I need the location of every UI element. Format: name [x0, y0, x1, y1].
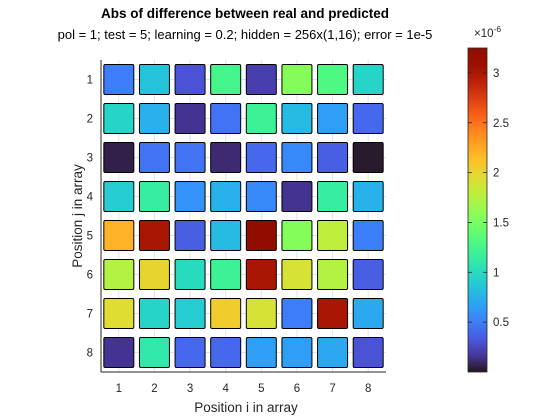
heatmap-cell-i5-j8 [245, 337, 277, 368]
y-tick-label: 8 [87, 348, 93, 360]
x-axis-label: Position i in array [194, 400, 298, 415]
heatmap-cell-i2-j6 [138, 259, 170, 290]
heatmap-cell-i6-j8 [281, 337, 313, 368]
heatmap-cell-i8-j3 [352, 142, 384, 173]
heatmap-cell-i5-j4 [245, 181, 277, 212]
heatmap-cell-i4-j2 [210, 103, 242, 134]
colorbar-tick-label: 1 [493, 267, 499, 279]
x-tick-label: 3 [187, 383, 193, 395]
heatmap-cell-i5-j3 [245, 142, 277, 173]
heatmap-cell-i2-j1 [138, 64, 170, 95]
heatmap-cell-i2-j5 [138, 220, 170, 251]
y-tick-label: 6 [87, 270, 93, 282]
heatmap-cell-i2-j2 [138, 103, 170, 134]
x-tick-label: 8 [365, 383, 371, 395]
y-tick-labels: 1 2 3 4 5 6 7 8 [87, 75, 94, 360]
heatmap-cell-i3-j7 [174, 298, 206, 329]
colorbar-exponent-label: ×10-6 [474, 24, 501, 40]
y-tick-label: 2 [87, 114, 93, 126]
heatmap-cell-i8-j7 [352, 298, 384, 329]
heatmap-cell-i6-j5 [281, 220, 313, 251]
colorbar-tick-label: 2 [493, 168, 499, 180]
y-tick-label: 3 [87, 153, 93, 165]
heatmap-cell-i1-j4 [103, 181, 135, 212]
heatmap-cell-i6-j2 [281, 103, 313, 134]
heatmap-cell-i3-j4 [174, 181, 206, 212]
colorbar-tick-label: 1.5 [493, 217, 509, 229]
colorbar-tick-label: 2.5 [493, 118, 509, 130]
y-tick-label: 5 [87, 231, 93, 243]
heatmap-cell-i4-j3 [210, 142, 242, 173]
colorbar: 0.5 1 1.5 2 2.5 3 [467, 47, 509, 373]
heatmap-cell-i3-j5 [174, 220, 206, 251]
heatmap-cell-i2-j8 [138, 337, 170, 368]
x-tick-label: 4 [222, 383, 229, 395]
heatmap-cell-i6-j6 [281, 259, 313, 290]
x-tick-labels: 1 2 3 4 5 6 7 8 [116, 383, 372, 395]
heatmap-cell-i6-j7 [281, 298, 313, 329]
heatmap-cell-i8-j8 [352, 337, 384, 368]
heatmap-cell-i1-j2 [103, 103, 135, 134]
y-tick-label: 7 [87, 309, 93, 321]
colorbar-tick-label: 3 [493, 68, 499, 80]
heatmap-cell-i8-j2 [352, 103, 384, 134]
heatmap-cell-i3-j6 [174, 259, 206, 290]
colorbar-gradient [467, 47, 488, 373]
colorbar-tick-label: 0.5 [493, 317, 509, 329]
heatmap-cell-i4-j5 [210, 220, 242, 251]
heatmap-cell-i5-j1 [245, 64, 277, 95]
heatmap-cell-i1-j7 [103, 298, 135, 329]
x-tick-label: 7 [329, 383, 335, 395]
heatmap-cell-i4-j8 [210, 337, 242, 368]
heatmap-cell-i4-j6 [210, 259, 242, 290]
heatmap-cell-i7-j3 [317, 142, 349, 173]
heatmap-cell-i6-j4 [281, 181, 313, 212]
heatmap-cell-i8-j5 [352, 220, 384, 251]
heatmap-cell-i1-j6 [103, 259, 135, 290]
heatmap-cell-i4-j4 [210, 181, 242, 212]
heatmap-cell-i7-j7 [317, 298, 349, 329]
heatmap-cell-i8-j6 [352, 259, 384, 290]
heatmap-cell-i3-j1 [174, 64, 206, 95]
heatmap-cell-i8-j1 [352, 64, 384, 95]
heatmap-cell-i5-j2 [245, 103, 277, 134]
heatmap-cell-i7-j1 [317, 64, 349, 95]
heatmap-cell-i1-j5 [103, 220, 135, 251]
heatmap-cell-i2-j4 [138, 181, 170, 212]
heatmap-cell-i7-j8 [317, 337, 349, 368]
heatmap-cell-i6-j1 [281, 64, 313, 95]
heatmap-cell-i2-j7 [138, 298, 170, 329]
heatmap-cell-i3-j3 [174, 142, 206, 173]
heatmap-cell-i2-j3 [138, 142, 170, 173]
y-tick-label: 4 [87, 192, 94, 204]
heatmap-cells [103, 64, 384, 368]
x-tick-label: 5 [258, 383, 264, 395]
heatmap-cell-i3-j2 [174, 103, 206, 134]
heatmap-cell-i7-j5 [317, 220, 349, 251]
heatmap-cell-i5-j5 [245, 220, 277, 251]
heatmap-cell-i4-j7 [210, 298, 242, 329]
heatmap-cell-i6-j3 [281, 142, 313, 173]
heatmap-cell-i1-j1 [103, 64, 135, 95]
x-tick-label: 1 [116, 383, 122, 395]
chart-title: Abs of difference between real and predi… [101, 6, 389, 21]
heatmap-cell-i3-j8 [174, 337, 206, 368]
heatmap-cell-i5-j6 [245, 259, 277, 290]
y-axis-label: Position j in array [70, 164, 85, 268]
heatmap-cell-i5-j7 [245, 298, 277, 329]
heatmap-cell-i8-j4 [352, 181, 384, 212]
x-tick-label: 6 [294, 383, 300, 395]
heatmap-cell-i7-j2 [317, 103, 349, 134]
x-tick-label: 2 [151, 383, 157, 395]
heatmap-cell-i1-j8 [103, 337, 135, 368]
chart-subtitle: pol = 1; test = 5; learning = 0.2; hidde… [58, 27, 433, 42]
heatmap-cell-i4-j1 [210, 64, 242, 95]
heatmap-cell-i7-j4 [317, 181, 349, 212]
heatmap-cell-i7-j6 [317, 259, 349, 290]
heatmap-cell-i1-j3 [103, 142, 135, 173]
y-tick-label: 1 [87, 75, 93, 87]
